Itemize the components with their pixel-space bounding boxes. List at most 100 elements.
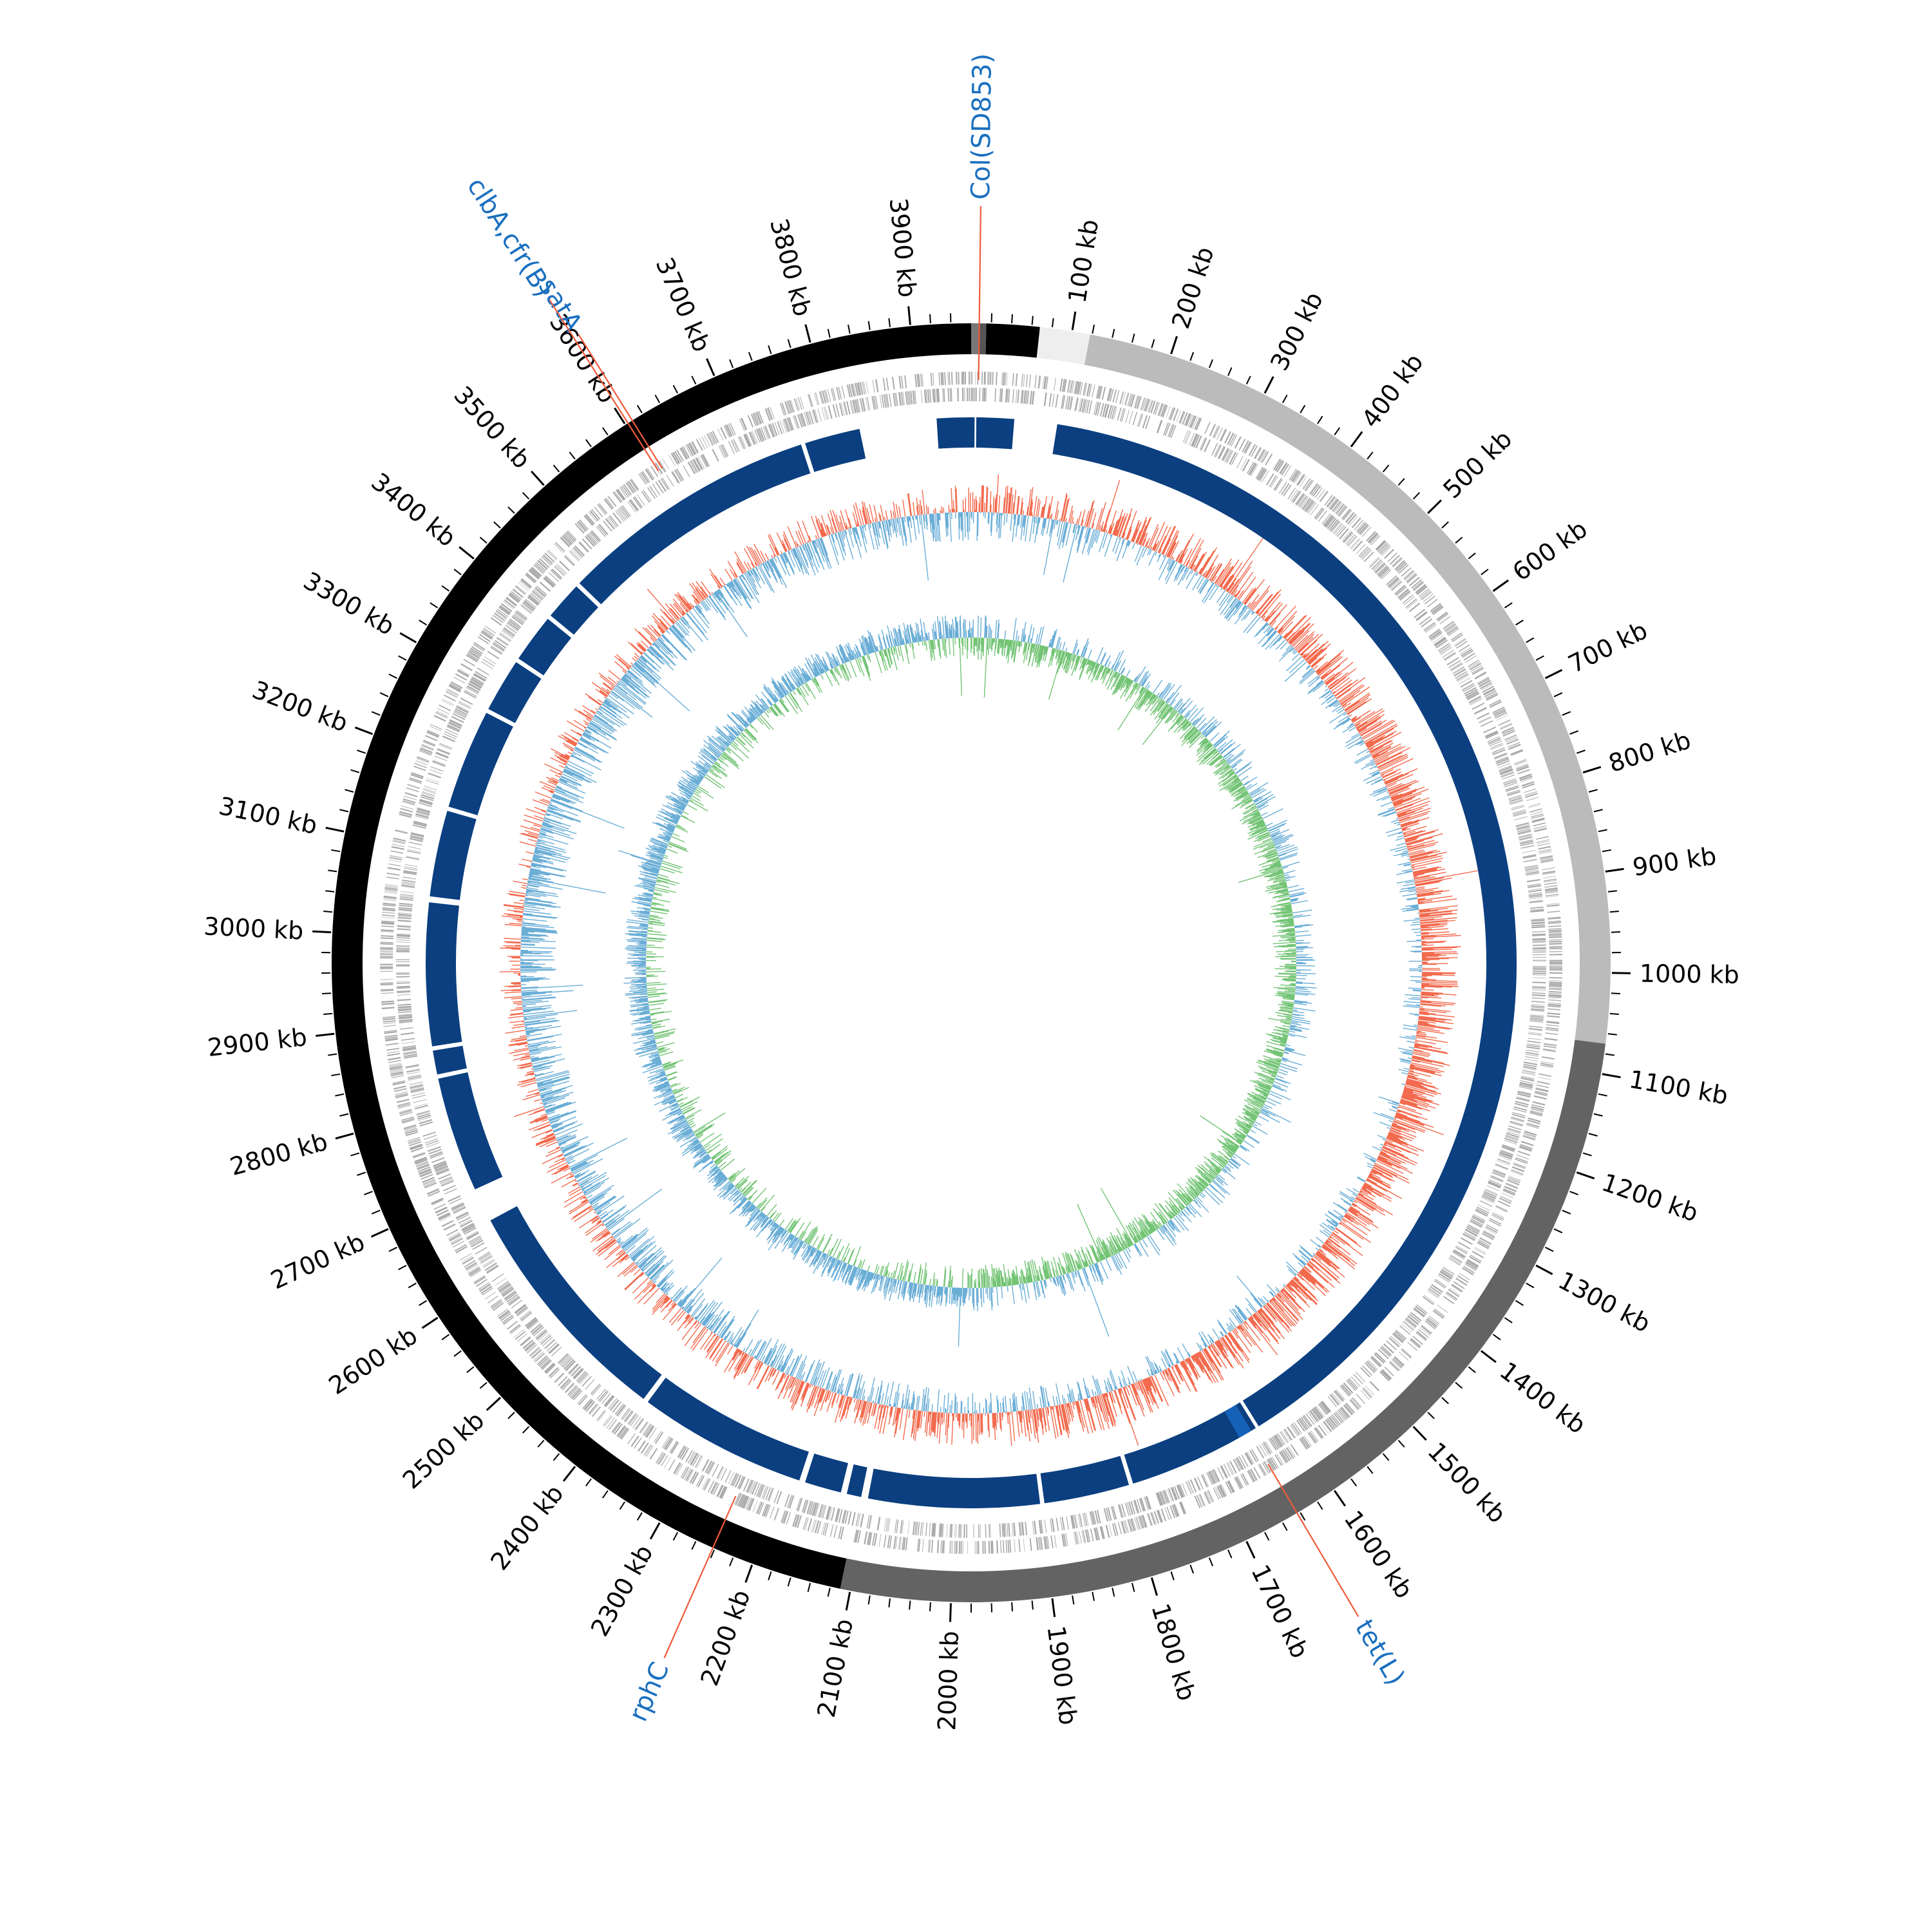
- tick-label-3100: 3100 kb: [216, 791, 320, 840]
- tick-mark-100: [1071, 311, 1077, 330]
- gene-label-leader-2: [549, 299, 659, 471]
- tick-mark-2300: [649, 1522, 661, 1540]
- blast-segment-20: [805, 428, 866, 472]
- tick-mark-3100: [325, 826, 345, 833]
- gene-label-3: rphC: [623, 1658, 675, 1726]
- tick-label-2500: 2500 kb: [397, 1406, 490, 1494]
- contig-segment-3: [1036, 327, 1090, 365]
- tick-label-1900: 1900 kb: [1042, 1624, 1083, 1727]
- tick-mark-2700: [370, 1227, 389, 1238]
- tick-label-400: 400 kb: [1356, 348, 1429, 433]
- tick-label-500: 500 kb: [1437, 424, 1517, 504]
- tick-mark-2600: [421, 1316, 439, 1329]
- gene-label-leader-0: [978, 206, 982, 381]
- tick-label-3700: 3700 kb: [650, 253, 716, 356]
- tick-mark-1900: [1051, 1598, 1056, 1617]
- gene-label-4: tet(L): [1349, 1615, 1410, 1690]
- tick-mark-3600: [614, 407, 626, 424]
- tick-mark-600: [1492, 579, 1509, 592]
- tick-label-2000: 2000 kb: [933, 1631, 964, 1731]
- tick-label-300: 300 kb: [1265, 287, 1329, 375]
- tick-label-1800: 1800 kb: [1146, 1600, 1201, 1704]
- tick-mark-1200: [1576, 1171, 1595, 1180]
- blast-segment-8: [805, 1454, 848, 1493]
- contig-segment-0: [971, 323, 980, 355]
- gene-label-leader-1: [578, 334, 663, 469]
- blast-identity-ring: [426, 417, 1517, 1509]
- tick-label-2600: 2600 kb: [324, 1321, 422, 1400]
- tick-mark-2200: [744, 1564, 753, 1583]
- tick-mark-300: [1264, 376, 1274, 394]
- tick-label-1700: 1700 kb: [1245, 1560, 1314, 1663]
- tick-label-800: 800 kb: [1605, 726, 1694, 778]
- tick-label-3400: 3400 kb: [366, 468, 461, 553]
- blast-segment-1: [976, 417, 1015, 450]
- tick-mark-900: [1605, 867, 1624, 873]
- blast-segment-14: [430, 810, 477, 900]
- blast-segment-2: [1052, 424, 1517, 1426]
- tick-label-1500: 1500 kb: [1422, 1437, 1511, 1528]
- cds-strand-reverse: [395, 387, 1546, 1538]
- blast-segment-5: [1040, 1455, 1130, 1504]
- tick-label-600: 600 kb: [1508, 515, 1593, 587]
- minor-tick-marks: [321, 313, 1621, 1613]
- tick-mark-3200: [354, 726, 374, 735]
- tick-mark-3400: [459, 546, 475, 560]
- tick-mark-3900: [907, 306, 911, 325]
- tick-label-1000: 1000 kb: [1640, 959, 1740, 989]
- tick-label-2800: 2800 kb: [227, 1127, 330, 1181]
- tick-label-2400: 2400 kb: [485, 1479, 569, 1575]
- blast-segment-6: [867, 1468, 1041, 1509]
- tick-mark-700: [1544, 668, 1563, 679]
- blast-segment-15: [448, 712, 513, 815]
- tick-label-3900: 3900 kb: [884, 196, 922, 298]
- tick-mark-200: [1170, 336, 1178, 355]
- gene-label-0: Col(SD853): [966, 53, 998, 200]
- tick-mark-2400: [562, 1466, 576, 1482]
- tick-label-3000: 3000 kb: [203, 912, 304, 945]
- tick-mark-800: [1582, 766, 1602, 773]
- tick-label-900: 900 kb: [1631, 842, 1718, 882]
- tick-mark-3000: [312, 930, 332, 934]
- tick-label-3200: 3200 kb: [249, 676, 352, 737]
- tick-mark-500: [1427, 499, 1442, 515]
- tick-mark-400: [1350, 431, 1363, 448]
- blast-segment-19: [579, 444, 811, 605]
- gc-skew-negative: [645, 637, 1297, 1289]
- tick-mark-3800: [804, 324, 811, 343]
- blast-segment-4: [1124, 1408, 1244, 1484]
- blast-segment-10: [490, 1206, 662, 1399]
- blast-segment-12: [433, 1045, 467, 1075]
- gc-content-below-average: [520, 511, 1423, 1414]
- blast-segment-17: [518, 618, 572, 676]
- tick-label-200: 200 kb: [1166, 243, 1220, 332]
- tick-mark-1500: [1412, 1426, 1427, 1441]
- tick-label-3300: 3300 kb: [299, 566, 399, 641]
- tick-label-1400: 1400 kb: [1495, 1356, 1591, 1439]
- tick-label-3800: 3800 kb: [764, 216, 817, 319]
- tick-mark-1300: [1535, 1264, 1553, 1275]
- tick-mark-1700: [1245, 1540, 1256, 1559]
- tick-mark-1600: [1333, 1490, 1346, 1507]
- tick-label-2900: 2900 kb: [206, 1023, 308, 1062]
- tick-mark-2100: [845, 1591, 851, 1611]
- tick-label-2100: 2100 kb: [812, 1616, 859, 1719]
- tick-label-2700: 2700 kb: [267, 1227, 369, 1294]
- contig-segment-1: [978, 323, 987, 355]
- blast-segment-16: [488, 662, 542, 723]
- gc-content-above-average: [499, 474, 1479, 1446]
- tick-mark-1400: [1480, 1350, 1497, 1363]
- tick-label-700: 700 kb: [1564, 616, 1652, 678]
- blast-segment-18: [550, 586, 599, 635]
- tick-mark-3300: [399, 632, 417, 643]
- blast-segment-9: [647, 1378, 809, 1481]
- tick-mark-2500: [486, 1397, 502, 1411]
- blast-segment-7: [846, 1464, 867, 1497]
- blast-segment-0: [936, 417, 975, 449]
- tick-label-3500: 3500 kb: [448, 381, 536, 474]
- tick-mark-1800: [1150, 1577, 1158, 1596]
- tick-mark-2900: [316, 1032, 335, 1037]
- gene-label-leader-4: [1267, 1464, 1359, 1617]
- tick-label-1600: 1600 kb: [1338, 1505, 1418, 1604]
